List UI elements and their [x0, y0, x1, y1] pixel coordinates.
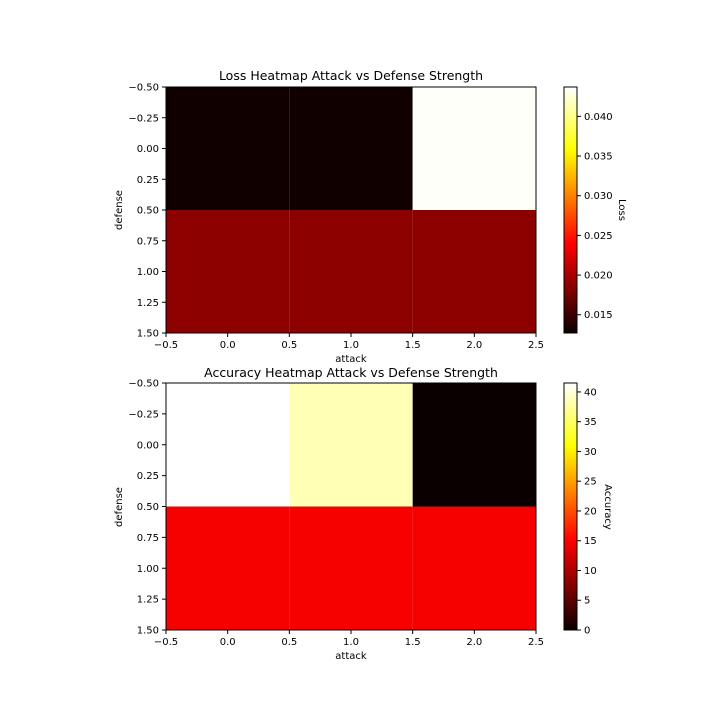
heatmap-cell — [289, 506, 413, 630]
y-tick-label: −0.50 — [128, 83, 159, 94]
colorbar-tick-label: 0.025 — [584, 231, 613, 242]
heatmap-cell — [166, 383, 290, 507]
y-tick-label: 0.00 — [137, 144, 159, 155]
heatmap-cell — [289, 383, 413, 507]
x-tick-label: 0.0 — [220, 340, 236, 351]
colorbar-tick-label: 20 — [584, 506, 597, 517]
x-tick-label: 1.0 — [343, 340, 359, 351]
y-axis-label: defense — [114, 190, 125, 230]
y-tick-label: 0.00 — [137, 440, 159, 451]
y-tick-label: 1.00 — [137, 564, 159, 575]
x-tick-label: 2.5 — [528, 340, 544, 351]
chart-title: Loss Heatmap Attack vs Defense Strength — [219, 68, 483, 83]
x-axis-label: attack — [335, 651, 367, 662]
heatmap-cell — [412, 87, 536, 210]
colorbar-tick-label: 40 — [584, 387, 597, 398]
colorbar-tick-label: 35 — [584, 417, 597, 428]
heatmap-cell — [166, 87, 290, 210]
colorbar-tick-label: 0.035 — [584, 152, 613, 163]
loss-heatmap-panel: Loss Heatmap Attack vs Defense Strength … — [114, 68, 627, 365]
x-ticks: −0.5 0.0 0.5 1.0 1.5 2.0 2.5 — [154, 630, 544, 648]
y-tick-label: −0.25 — [128, 409, 159, 420]
x-tick-label: 0.5 — [281, 637, 297, 648]
heatmap-cell — [289, 210, 413, 333]
x-tick-label: −0.5 — [154, 340, 178, 351]
x-axis-label: attack — [335, 354, 367, 365]
heatmap-cell — [412, 210, 536, 333]
colorbar — [563, 86, 578, 334]
colorbar-tick-label: 5 — [584, 596, 590, 607]
chart-title: Accuracy Heatmap Attack vs Defense Stren… — [204, 365, 498, 380]
colorbar-tick-label: 25 — [584, 477, 597, 488]
x-tick-label: 2.0 — [466, 340, 482, 351]
x-tick-label: 1.0 — [343, 637, 359, 648]
heatmap-cell — [166, 506, 290, 630]
heatmap-cells — [166, 87, 536, 333]
x-tick-label: 1.5 — [405, 637, 421, 648]
y-tick-label: 1.50 — [137, 329, 159, 340]
x-tick-label: 1.5 — [405, 340, 421, 351]
y-ticks: −0.50 −0.25 0.00 0.25 0.50 0.75 1.00 1.25 1.50 — [128, 83, 166, 340]
y-tick-label: 0.75 — [137, 533, 159, 544]
y-tick-label: 0.75 — [137, 236, 159, 247]
colorbar — [563, 382, 578, 631]
heatmap-cell — [412, 506, 536, 630]
colorbar-tick-label: 30 — [584, 447, 597, 458]
y-tick-label: 1.50 — [137, 626, 159, 637]
y-tick-label: 0.25 — [137, 175, 159, 186]
x-tick-label: 2.0 — [466, 637, 482, 648]
colorbar-tick-label: 0.020 — [584, 271, 613, 282]
heatmap-cell — [412, 383, 536, 507]
colorbar-tick-label: 0.040 — [584, 112, 613, 123]
colorbar-tick-label: 0.030 — [584, 191, 613, 202]
y-tick-label: 0.25 — [137, 471, 159, 482]
colorbar-tick-label: 0 — [584, 626, 590, 637]
y-tick-label: 0.50 — [137, 502, 159, 513]
colorbar-tick-label: 15 — [584, 536, 597, 547]
heatmap-cells — [166, 383, 536, 630]
colorbar-tick-label: 10 — [584, 566, 597, 577]
x-ticks: −0.5 0.0 0.5 1.0 1.5 2.0 2.5 — [154, 333, 544, 351]
x-tick-label: 2.5 — [528, 637, 544, 648]
heatmap-cell — [289, 87, 413, 210]
y-ticks: −0.50 −0.25 0.00 0.25 0.50 0.75 1.00 1.25 1.50 — [128, 379, 166, 637]
x-tick-label: −0.5 — [154, 637, 178, 648]
colorbar-tick-label: 0.015 — [584, 310, 613, 321]
colorbar-label: Accuracy — [602, 484, 613, 530]
colorbar-label: Loss — [616, 199, 627, 221]
colorbar-ticks: 0 5 10 15 20 25 30 35 40 — [577, 387, 597, 637]
heatmap-cell — [166, 210, 290, 333]
y-tick-label: 1.00 — [137, 267, 159, 278]
y-tick-label: 1.25 — [137, 595, 159, 606]
x-tick-label: 0.5 — [281, 340, 297, 351]
accuracy-heatmap-panel: Accuracy Heatmap Attack vs Defense Stren… — [114, 365, 613, 662]
x-tick-label: 0.0 — [220, 637, 236, 648]
y-tick-label: 1.25 — [137, 298, 159, 309]
y-tick-label: 0.50 — [137, 206, 159, 217]
colorbar-ticks: 0.015 0.020 0.025 0.030 0.035 0.040 — [577, 112, 613, 321]
y-tick-label: −0.25 — [128, 113, 159, 124]
y-axis-label: defense — [114, 487, 125, 527]
y-tick-label: −0.50 — [128, 379, 159, 390]
